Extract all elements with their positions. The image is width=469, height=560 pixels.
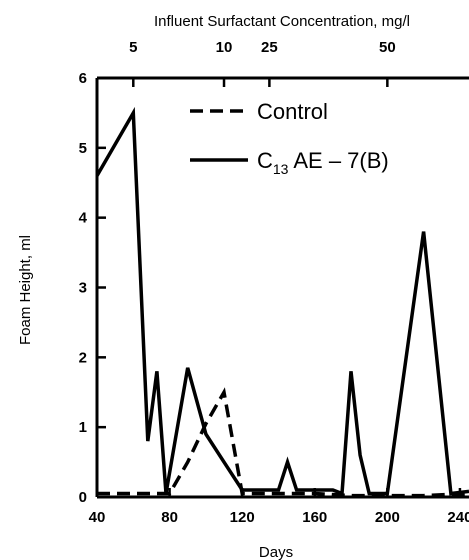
- legend-control-label: Control: [257, 99, 328, 124]
- x-tick-label: 40: [89, 509, 106, 526]
- series-line-c13-ae-7b: [95, 106, 469, 496]
- y-axis-title: Foam Height, ml: [17, 235, 34, 345]
- top-axis: Influent Surfactant Concentration, mg/l …: [129, 13, 410, 87]
- x-tick-label: 120: [230, 509, 255, 526]
- y-axis: 0 1 2 3 4 5 6: [79, 70, 106, 506]
- x-tick-label: 80: [161, 509, 178, 526]
- y-tick-label: 4: [79, 210, 88, 227]
- y-tick-label: 1: [79, 419, 87, 436]
- x-axis-title: Days: [259, 544, 293, 560]
- series-line-control: [97, 387, 469, 498]
- y-tick-label: 0: [79, 489, 87, 506]
- top-tick-label: 5: [129, 39, 137, 56]
- x-tick-label: 200: [375, 509, 400, 526]
- series-layer: [95, 106, 469, 498]
- x-tick-label: 240: [447, 509, 469, 526]
- y-tick-label: 3: [79, 280, 87, 297]
- legend: Control C13 AE – 7(B): [190, 99, 389, 177]
- top-tick-label: 25: [261, 39, 278, 56]
- top-axis-ticks: 5 10 25 50: [129, 39, 396, 87]
- y-tick-label: 6: [79, 70, 87, 87]
- legend-c13-label: C13 AE – 7(B): [257, 148, 389, 177]
- plot-frame: [95, 76, 469, 499]
- x-tick-label: 160: [302, 509, 327, 526]
- y-tick-label: 2: [79, 349, 87, 366]
- y-tick-label: 5: [79, 140, 87, 157]
- top-tick-label: 50: [379, 39, 396, 56]
- top-axis-title: Influent Surfactant Concentration, mg/l: [154, 13, 410, 30]
- top-tick-label: 10: [216, 39, 233, 56]
